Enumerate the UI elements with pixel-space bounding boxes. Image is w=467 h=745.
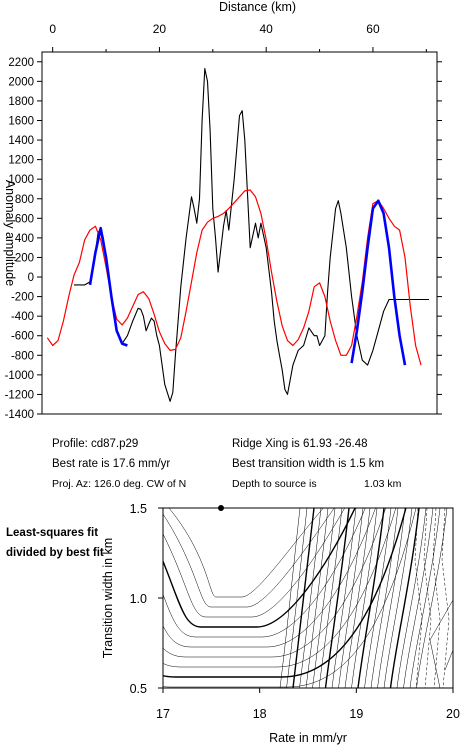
y-tick-label: 2200 [8,57,34,69]
contour-line [444,649,453,671]
contour-line [370,508,399,688]
projection-azimuth-label: Proj. Az: 126.0 deg. CW of N [52,478,187,490]
contour-line [163,508,356,628]
plot-frame [41,51,438,415]
contour-line [338,508,364,688]
contour-line [324,508,350,688]
contour-line [305,508,329,688]
y-tick-label: 1.5 [130,502,147,516]
y-tick-label: 600 [15,213,34,225]
x-tick-label: 40 [260,22,274,36]
y-tick-label: 1600 [8,115,34,127]
y-tick-label: 0 [28,272,34,284]
contour-line [163,508,335,608]
series-line [88,226,128,347]
contour-frame [162,507,454,689]
contour-line [416,508,448,688]
contour-line [279,508,301,688]
y-tick-label: -1000 [5,370,34,382]
y-tick-label: 2000 [8,76,34,88]
contour-line [396,508,427,688]
x-tick-label: 17 [156,707,170,721]
x-tick-label: 18 [253,707,267,721]
y-tick-label: 0.5 [130,682,147,696]
series-line [350,199,407,366]
contour-line [163,508,407,678]
contour-line [432,508,441,688]
y-axis-title: Transition width in km [101,538,115,658]
contour-line [163,508,366,638]
contour-line [383,508,413,688]
y-tick-label: 1400 [8,135,34,147]
y-tick-label: -1200 [5,389,34,401]
contour-line [318,508,343,688]
contour-line [357,508,385,688]
y-axis-title: Anomaly amplitude [3,180,17,286]
y-tick-label: 200 [15,252,34,264]
y-tick-label: -1400 [5,409,34,421]
ridge-crossing-label: Ridge Xing is 61.93 -26.48 [232,438,368,450]
contour-line [344,508,371,688]
contour-line [429,599,453,688]
y-tick-label: 1200 [8,155,34,167]
contour-line [163,508,386,658]
y-tick-label: -200 [11,292,34,304]
contour-line [377,508,406,688]
x-tick-label: 60 [366,22,380,36]
y-tick-label: 1800 [8,96,34,108]
contour-line [389,508,420,688]
contour-description: Least-squares fit divided by best fit [6,527,104,559]
profile-label: Profile: cd87.p29 [52,438,139,450]
x-axis-title: Distance (km) [219,0,296,14]
contour-line [403,508,434,688]
y-tick-label: -600 [11,331,34,343]
contour-line [163,508,397,668]
y-tick-label: 1.0 [130,592,147,606]
contour-line [331,508,357,688]
x-tick-label: 20 [446,707,460,721]
contour-line [351,508,378,688]
contour-line [312,508,336,688]
anomaly-profile-chart: 0 20 40 60 -1400 -1200 -1000 -800 -600 -400 -200 0 2… [3,0,442,421]
contour-line [409,508,441,688]
contour-line [163,508,376,648]
y-tick-label: -400 [11,311,34,323]
best-rate-label: Best rate is 17.6 mm/yr [52,458,171,470]
x-tick-label: 19 [349,707,363,721]
y-tick-label: 800 [15,194,34,206]
contour-line [364,508,392,688]
contour-line [414,508,423,688]
best-fit-marker [218,505,224,511]
y-tick-label: -800 [11,350,34,362]
contour-line [441,508,450,688]
contour-line [168,508,324,598]
depth-to-source-value: 1.03 km [364,478,402,490]
misfit-contour-chart: 17 18 19 20 0.5 1.0 1.5 Rate in mm/yr Transition… [101,502,460,745]
y-tick-label: 400 [15,233,34,245]
x-tick-label: 20 [153,22,167,36]
contour-line [163,508,417,688]
depth-to-source-label: Depth to source is [232,478,317,490]
contour-lines [163,508,453,688]
x-tick-label: 0 [49,22,56,36]
x-axis-title: Rate in mm/yr [269,731,347,745]
contour-line [163,508,345,618]
best-transition-width-label: Best transition width is 1.5 km [232,458,385,470]
y-tick-label: 1000 [8,174,34,186]
series-line [74,68,429,402]
contour-line [299,508,322,688]
contour-line [423,508,432,688]
contour-line [292,508,315,688]
